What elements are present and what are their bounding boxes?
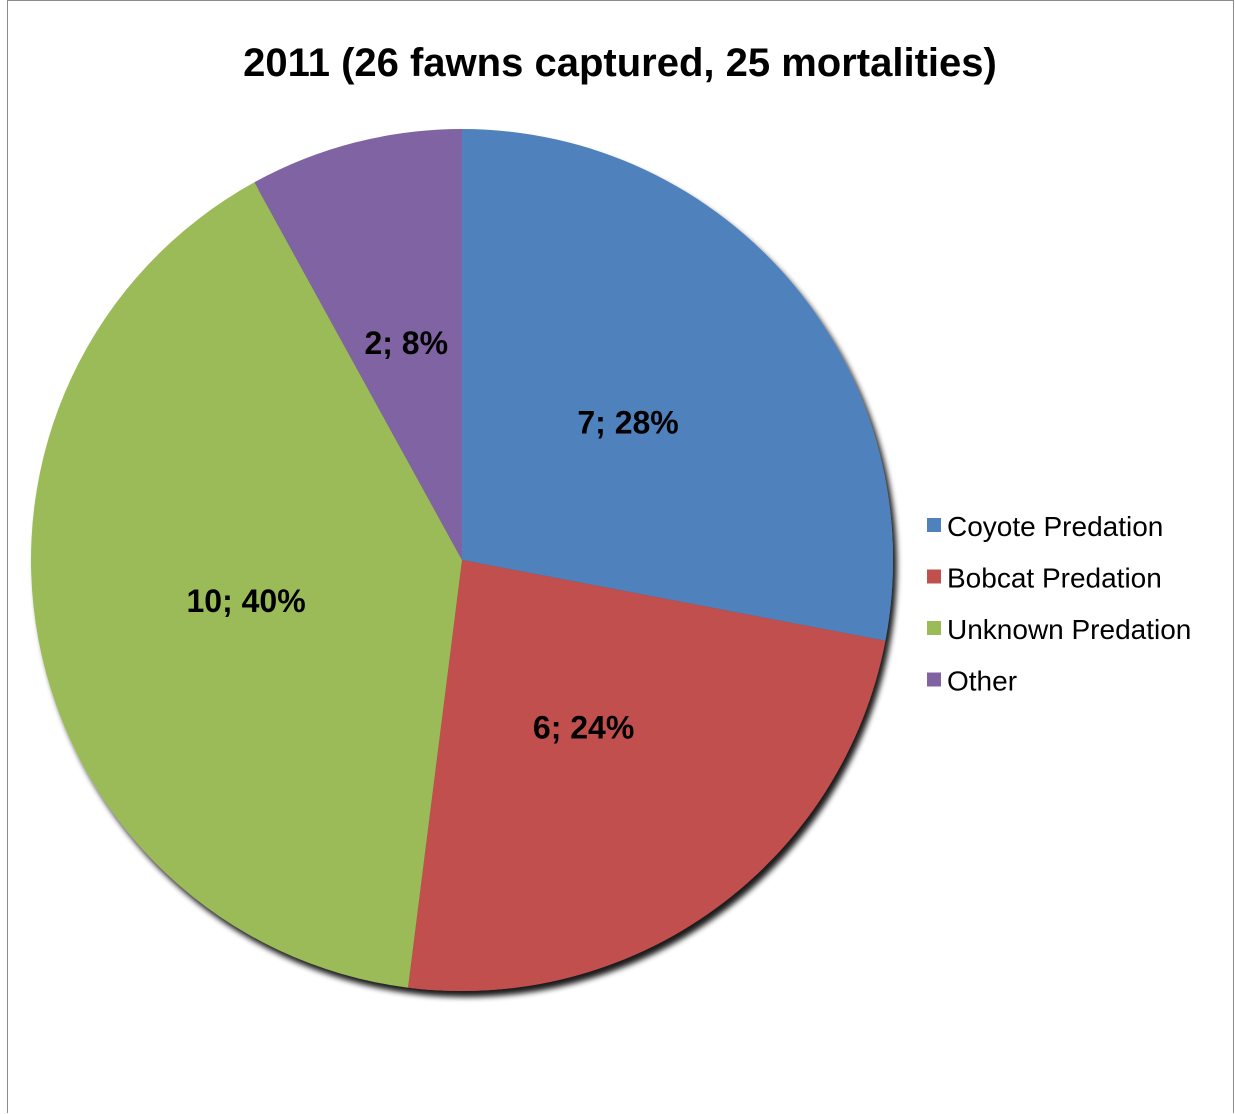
data-label-unknown-predation: 10; 40% (186, 583, 305, 619)
pie-slice-other (254, 129, 462, 560)
legend-label-unknown-predation: Unknown Predation (947, 614, 1191, 645)
data-label-other: 2; 8% (364, 325, 448, 361)
data-label-coyote-predation: 7; 28% (577, 405, 678, 441)
legend-label-coyote-predation: Coyote Predation (947, 511, 1163, 542)
legend-label-bobcat-predation: Bobcat Predation (947, 563, 1162, 594)
pie-slices (30, 129, 894, 991)
data-label-bobcat-predation: 6; 24% (533, 709, 634, 745)
legend-label-other: Other (947, 666, 1017, 697)
pie-slice-bobcat-predation (407, 560, 886, 991)
legend-swatch-coyote-predation (927, 518, 941, 532)
chart-title: 2011 (26 fawns captured, 25 mortalities) (243, 41, 997, 85)
pie-data-labels: 7; 28% 6; 24% 10; 40% 2; 8% (186, 325, 678, 745)
pie-slice-coyote-predation (462, 129, 894, 641)
pie-slice-unknown-predation (30, 182, 462, 988)
legend-swatch-unknown-predation (927, 621, 941, 635)
legend-swatch-bobcat-predation (927, 569, 941, 584)
legend: Coyote Predation Bobcat Predation Unknown … (927, 511, 1191, 697)
legend-swatch-other (927, 672, 941, 687)
